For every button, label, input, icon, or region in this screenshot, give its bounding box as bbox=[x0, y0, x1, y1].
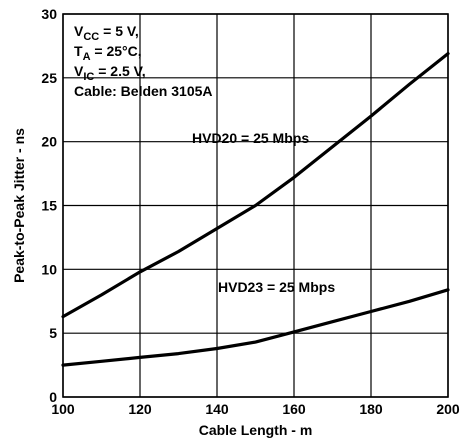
y-tick-label-25: 25 bbox=[41, 70, 57, 86]
series-line-1 bbox=[61, 288, 450, 367]
series-layer bbox=[61, 51, 450, 367]
x-tick-label-180: 180 bbox=[359, 401, 383, 417]
y-axis-title: Peak-to-Peak Jitter - ns bbox=[11, 128, 27, 283]
x-axis-title: Cable Length - m bbox=[199, 422, 313, 438]
x-tick-label-100: 100 bbox=[51, 401, 75, 417]
plot-frame bbox=[62, 13, 449, 398]
y-tick-label-10: 10 bbox=[41, 261, 57, 277]
conditions-annotation: VCC = 5 V, TA = 25°C, VIC = 2.5 V, Cable… bbox=[74, 23, 213, 99]
x-tick-label-120: 120 bbox=[128, 401, 152, 417]
cable-condition: Cable: Belden 3105A bbox=[74, 83, 213, 99]
series-label-hvd23: HVD23 = 25 Mbps bbox=[218, 279, 335, 295]
y-tick-label-15: 15 bbox=[41, 198, 57, 214]
y-tick-label-0: 0 bbox=[49, 389, 57, 405]
series-line-0 bbox=[61, 51, 450, 319]
y-tick-label-30: 30 bbox=[41, 6, 57, 22]
x-tick-label-200: 200 bbox=[436, 401, 460, 417]
vcc-condition: VCC = 5 V, bbox=[74, 23, 139, 43]
x-tick-label-160: 160 bbox=[282, 401, 306, 417]
y-tick-label-20: 20 bbox=[41, 134, 57, 150]
x-tick-label-140: 140 bbox=[205, 401, 229, 417]
tick-labels: 100 120 140 160 180 200 0 5 10 15 20 25 30 bbox=[41, 6, 459, 417]
vic-condition: VIC = 2.5 V, bbox=[74, 63, 146, 83]
y-tick-label-5: 5 bbox=[49, 325, 57, 341]
series-label-hvd20: HVD20 = 25 Mbps bbox=[192, 130, 309, 146]
ta-condition: TA = 25°C, bbox=[74, 43, 142, 63]
